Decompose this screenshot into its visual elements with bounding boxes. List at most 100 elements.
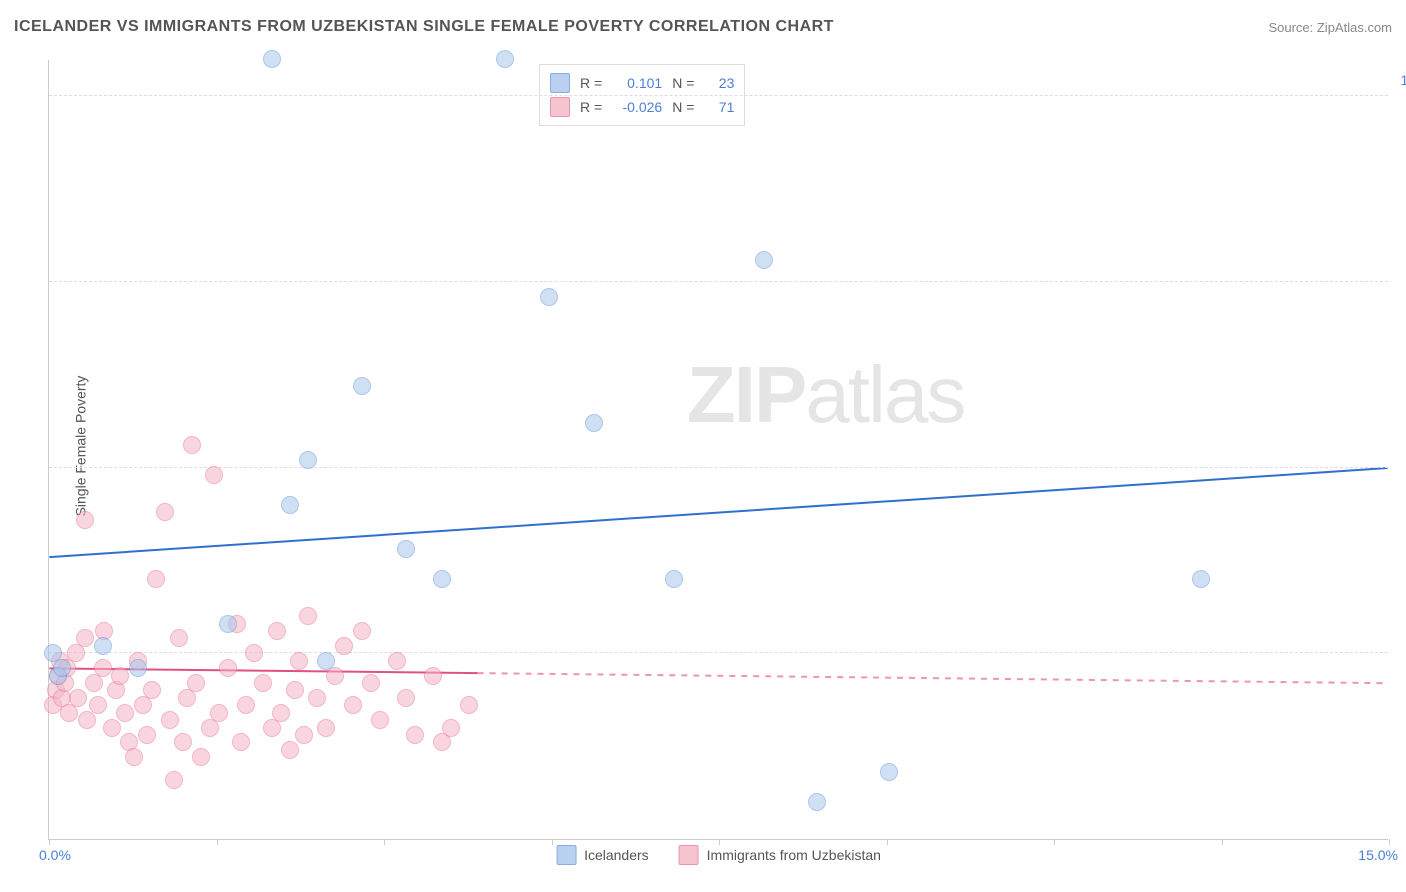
data-point xyxy=(665,570,683,588)
data-point xyxy=(205,466,223,484)
data-point xyxy=(299,451,317,469)
x-tick xyxy=(217,839,218,845)
data-point xyxy=(245,644,263,662)
legend-swatch xyxy=(679,845,699,865)
stat-n-value: 71 xyxy=(704,99,734,115)
chart-source: Source: ZipAtlas.com xyxy=(1268,20,1392,35)
data-point xyxy=(496,50,514,68)
data-point xyxy=(263,50,281,68)
gridline xyxy=(49,281,1388,282)
data-point xyxy=(353,377,371,395)
data-point xyxy=(295,726,313,744)
x-tick xyxy=(1389,839,1390,845)
data-point xyxy=(161,711,179,729)
data-point xyxy=(192,748,210,766)
data-point xyxy=(460,696,478,714)
data-point xyxy=(585,414,603,432)
data-point xyxy=(237,696,255,714)
x-tick xyxy=(887,839,888,845)
stat-r-value: 0.101 xyxy=(612,75,662,91)
data-point xyxy=(755,251,773,269)
stat-r-label: R = xyxy=(580,75,602,91)
data-point xyxy=(254,674,272,692)
data-point xyxy=(94,659,112,677)
data-point xyxy=(299,607,317,625)
watermark-zip: ZIP xyxy=(687,350,805,439)
gridline xyxy=(49,467,1388,468)
trend-lines-svg xyxy=(49,60,1388,839)
data-point xyxy=(76,511,94,529)
data-point xyxy=(147,570,165,588)
legend-swatch xyxy=(550,73,570,93)
x-axis-max-label: 15.0% xyxy=(1358,847,1398,863)
data-point xyxy=(103,719,121,737)
gridline xyxy=(49,95,1388,96)
x-axis-min-label: 0.0% xyxy=(39,847,71,863)
data-point xyxy=(290,652,308,670)
trend-line-solid xyxy=(49,468,1387,557)
legend-label: Icelanders xyxy=(584,847,649,863)
data-point xyxy=(362,674,380,692)
data-point xyxy=(219,615,237,633)
data-point xyxy=(183,436,201,454)
x-tick xyxy=(384,839,385,845)
watermark-atlas: atlas xyxy=(805,350,964,439)
data-point xyxy=(286,681,304,699)
legend-item: Icelanders xyxy=(556,845,649,865)
chart-title: ICELANDER VS IMMIGRANTS FROM UZBEKISTAN … xyxy=(14,18,834,36)
data-point xyxy=(317,719,335,737)
y-tick-label: 75.0% xyxy=(1393,258,1406,274)
data-point xyxy=(335,637,353,655)
stat-n-label: N = xyxy=(672,75,694,91)
watermark: ZIPatlas xyxy=(687,349,964,441)
x-tick xyxy=(719,839,720,845)
trend-line-dashed xyxy=(478,673,1388,683)
data-point xyxy=(344,696,362,714)
data-point xyxy=(53,659,71,677)
data-point xyxy=(540,288,558,306)
data-point xyxy=(174,733,192,751)
data-point xyxy=(170,629,188,647)
data-point xyxy=(129,659,147,677)
data-point xyxy=(397,540,415,558)
data-point xyxy=(69,689,87,707)
data-point xyxy=(388,652,406,670)
bottom-legend: Icelanders Immigrants from Uzbekistan xyxy=(556,845,881,865)
stat-r-value: -0.026 xyxy=(612,99,662,115)
data-point xyxy=(219,659,237,677)
data-point xyxy=(268,622,286,640)
data-point xyxy=(143,681,161,699)
data-point xyxy=(397,689,415,707)
data-point xyxy=(353,622,371,640)
data-point xyxy=(165,771,183,789)
chart-header: ICELANDER VS IMMIGRANTS FROM UZBEKISTAN … xyxy=(14,18,1392,36)
data-point xyxy=(94,637,112,655)
legend-label: Immigrants from Uzbekistan xyxy=(707,847,881,863)
stat-n-value: 23 xyxy=(704,75,734,91)
data-point xyxy=(232,733,250,751)
stats-row: R =-0.026N =71 xyxy=(550,95,734,119)
data-point xyxy=(187,674,205,692)
data-point xyxy=(808,793,826,811)
data-point xyxy=(89,696,107,714)
legend-item: Immigrants from Uzbekistan xyxy=(679,845,881,865)
data-point xyxy=(76,629,94,647)
x-tick xyxy=(1054,839,1055,845)
data-point xyxy=(317,652,335,670)
data-point xyxy=(424,667,442,685)
data-point xyxy=(308,689,326,707)
data-point xyxy=(406,726,424,744)
y-tick-label: 100.0% xyxy=(1393,72,1406,88)
x-tick xyxy=(49,839,50,845)
data-point xyxy=(371,711,389,729)
data-point xyxy=(281,741,299,759)
data-point xyxy=(433,570,451,588)
data-point xyxy=(111,667,129,685)
data-point xyxy=(156,503,174,521)
stats-row: R = 0.101 N = 23 xyxy=(550,71,734,95)
legend-swatch xyxy=(556,845,576,865)
legend-swatch xyxy=(550,97,570,117)
data-point xyxy=(116,704,134,722)
data-point xyxy=(210,704,228,722)
data-point xyxy=(880,763,898,781)
